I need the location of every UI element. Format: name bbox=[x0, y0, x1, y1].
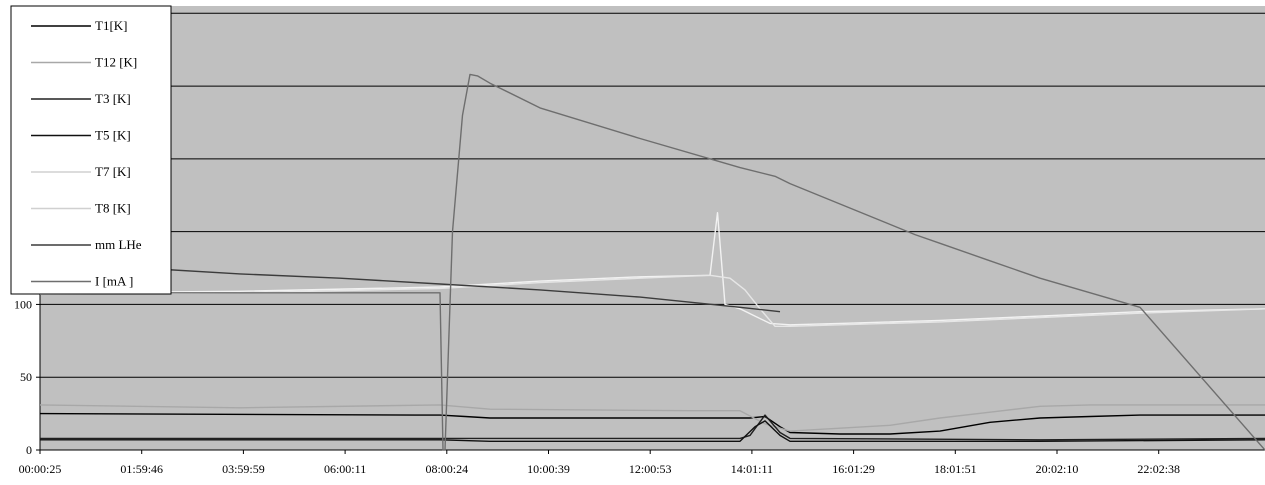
plot-area bbox=[40, 6, 1265, 450]
series-line-4 bbox=[39, 211, 1265, 326]
series-lines bbox=[39, 73, 1265, 451]
y-tick-label: 50 bbox=[20, 370, 32, 384]
x-axis-ticks: 00:00:25 01:59:46 03:59:59 06:00:11 08:00:24… bbox=[19, 450, 1180, 476]
x-tick-label: 06:00:11 bbox=[324, 462, 366, 476]
x-tick-label: 08:00:24 bbox=[425, 462, 468, 476]
gridlines bbox=[39, 6, 1265, 451]
x-tick-label: 14:01:11 bbox=[731, 462, 773, 476]
legend-label: T12 [K] bbox=[95, 55, 137, 70]
x-tick-label: 20:02:10 bbox=[1036, 462, 1079, 476]
x-tick-label: 16:01:29 bbox=[832, 462, 875, 476]
legend-label: I [mA ] bbox=[95, 274, 133, 289]
series-line-5 bbox=[39, 274, 1265, 327]
x-tick-label: 18:01:51 bbox=[934, 462, 977, 476]
series-line-3 bbox=[40, 420, 1265, 442]
legend-box bbox=[10, 5, 172, 295]
x-tick-label: 01:59:46 bbox=[120, 462, 163, 476]
legend-label: T8 [K] bbox=[95, 201, 131, 216]
series-line-1 bbox=[39, 404, 1265, 432]
series-line-7 bbox=[40, 73, 1265, 451]
y-tick-label: 100 bbox=[14, 297, 32, 311]
legend-label: T3 [K] bbox=[95, 91, 131, 106]
x-tick-label: 03:59:59 bbox=[222, 462, 265, 476]
series-line-6 bbox=[39, 264, 781, 313]
legend: T1[K] T12 [K] T3 [K] T5 [K] T7 [K] T8 [K] mm L… bbox=[10, 5, 172, 295]
y-tick-label: 0 bbox=[26, 443, 32, 457]
x-tick-label: 00:00:25 bbox=[19, 462, 62, 476]
legend-label: T5 [K] bbox=[95, 128, 131, 143]
legend-label: mm LHe bbox=[95, 237, 142, 252]
x-tick-label: 10:00:39 bbox=[527, 462, 570, 476]
legend-label: T1[K] bbox=[95, 18, 128, 33]
series-line-2 bbox=[40, 414, 1265, 441]
x-tick-label: 22:02:38 bbox=[1137, 462, 1180, 476]
x-tick-label: 12:00:53 bbox=[629, 462, 672, 476]
legend-label: T7 [K] bbox=[95, 164, 131, 179]
